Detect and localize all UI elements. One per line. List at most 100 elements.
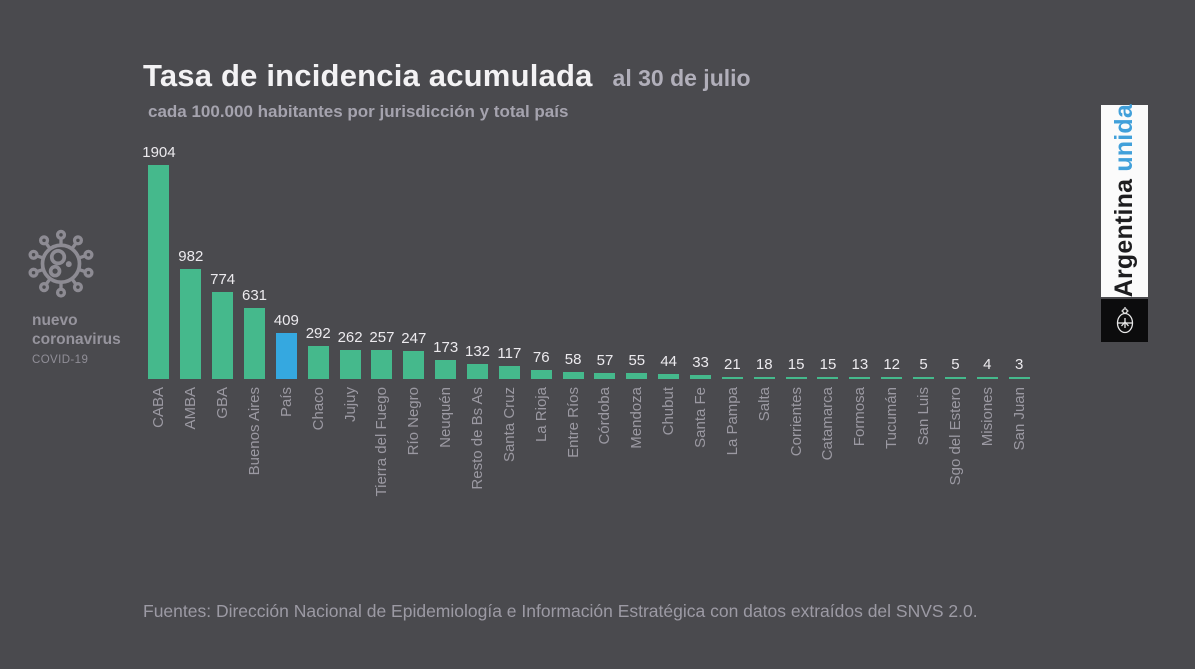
bar — [881, 377, 903, 379]
bar-value-label: 247 — [401, 330, 427, 348]
x-axis-label: La Pampa — [723, 387, 741, 456]
bar-value-label: 173 — [433, 338, 459, 356]
bar-value-label: 1904 — [142, 144, 176, 161]
bar-value-label: 13 — [851, 356, 869, 373]
x-label-slot: Misiones — [971, 387, 1003, 529]
bar-slot: 5 — [939, 356, 971, 379]
bar-value-label: 5 — [919, 356, 928, 373]
bar-value-label: 18 — [755, 355, 773, 373]
x-label-slot: Chubut — [653, 387, 685, 529]
bar-value-label: 15 — [819, 356, 837, 373]
x-axis-label: Chaco — [309, 387, 327, 431]
chart-subtitle: cada 100.000 habitantes por jurisdicción… — [148, 102, 569, 121]
bar-slot: 15 — [812, 356, 844, 379]
x-label-slot: GBA — [207, 387, 239, 529]
x-labels-row: CABA AMBA GBA Buenos Aires País Chaco Jujuy Tie… — [143, 387, 1035, 529]
bar — [403, 351, 425, 379]
bar — [498, 365, 520, 379]
logo-word-argentina: Argentina — [1110, 172, 1138, 298]
bar — [849, 377, 871, 379]
bar-slot: 132 — [462, 343, 494, 379]
x-label-slot: Río Negro — [398, 387, 430, 529]
page-title: Tasa de incidencia acumulada — [143, 58, 593, 93]
bar-value-label: 33 — [692, 354, 709, 372]
x-label-slot: Tierra del Fuego — [366, 387, 398, 529]
x-axis-label: Río Negro — [405, 387, 423, 456]
bar — [435, 359, 457, 379]
x-label-slot: Sgo del Estero — [939, 387, 971, 529]
bar-slot: 21 — [716, 356, 748, 379]
x-axis-label: Formosa — [851, 387, 869, 447]
chart-header: Tasa de incidencia acumulada al 30 de ju… — [143, 58, 751, 122]
badge-title: nuevo coronavirus — [32, 312, 147, 350]
bar — [148, 165, 170, 379]
x-label-slot: La Rioja — [525, 387, 557, 529]
x-label-slot: Jujuy — [334, 387, 366, 529]
x-axis-label: Entre Ríos — [564, 387, 582, 458]
x-axis-label: Misiones — [978, 387, 996, 447]
x-axis-label: Buenos Aires — [246, 387, 263, 476]
bar — [212, 292, 234, 379]
coronavirus-icon — [28, 229, 94, 298]
bar-value-label: 58 — [564, 351, 582, 369]
bar-slot: 117 — [493, 345, 525, 379]
bar-slot: 1904 — [142, 144, 176, 379]
x-axis-label: La Rioja — [532, 387, 550, 443]
bar-value-label: 132 — [465, 343, 491, 361]
bar-slot: 5 — [908, 356, 940, 379]
x-label-slot: Mendoza — [621, 387, 653, 529]
bar-value-label: 55 — [628, 351, 646, 369]
x-label-slot: Santa Cruz — [493, 387, 525, 529]
x-axis-label: Jujuy — [341, 387, 359, 423]
bar — [244, 308, 265, 379]
x-axis-label: Tucumán — [883, 387, 901, 449]
x-label-slot: Formosa — [844, 387, 876, 529]
bar-value-label: 15 — [787, 356, 805, 373]
bar — [690, 375, 712, 379]
logo-text: Argentina unida — [1110, 104, 1139, 297]
bar — [275, 333, 297, 379]
bar-value-label: 774 — [210, 271, 236, 289]
x-axis-label: Mendoza — [628, 387, 646, 449]
x-label-slot: CABA — [143, 387, 175, 529]
x-label-slot: Resto de Bs As — [462, 387, 494, 529]
badge-title-line1: nuevo — [32, 312, 78, 329]
bar-slot: 44 — [653, 353, 685, 379]
bar-slot: 257 — [366, 329, 398, 379]
bar-value-label: 21 — [724, 355, 741, 373]
bar-slot: 292 — [302, 325, 334, 379]
bar — [339, 349, 361, 379]
bar-value-label: 3 — [1014, 356, 1024, 373]
bar-value-label: 982 — [178, 247, 204, 265]
logo-strip: Argentina unida — [1101, 104, 1148, 298]
x-label-slot: Corrientes — [780, 387, 812, 529]
x-axis-label: San Juan — [1010, 387, 1028, 451]
bar-slot: 982 — [175, 248, 207, 379]
bar — [562, 372, 584, 379]
bar — [467, 364, 489, 379]
bar-value-label: 631 — [241, 287, 268, 305]
x-label-slot: La Pampa — [716, 387, 748, 529]
x-label-slot: Chaco — [302, 387, 334, 529]
x-label-slot: AMBA — [175, 387, 207, 529]
x-axis-label: Tierra del Fuego — [373, 387, 391, 497]
x-label-slot: País — [270, 387, 302, 529]
bar-slot: 409 — [270, 312, 302, 379]
x-label-slot: Buenos Aires — [239, 387, 271, 529]
bar-slot: 4 — [971, 356, 1003, 379]
bars-row: 1904 982 774 631 409 292 262 257 247 173 132 117 76 5… — [142, 139, 1035, 379]
badge-covid-label: COVID-19 — [32, 353, 89, 366]
argentina-unida-logo: Argentina unida — [1101, 104, 1148, 342]
x-axis-label: AMBA — [182, 387, 200, 430]
bar-slot: 13 — [844, 356, 876, 379]
bar-slot: 12 — [876, 356, 908, 379]
bar-slot: 57 — [589, 352, 621, 379]
bar — [944, 377, 966, 379]
bar-value-label: 262 — [337, 328, 363, 346]
bar-slot: 774 — [207, 271, 239, 379]
x-axis-label: Chubut — [660, 387, 678, 436]
bar-slot: 15 — [780, 356, 812, 379]
bar-slot: 262 — [334, 329, 366, 379]
x-label-slot: Catamarca — [812, 387, 844, 529]
